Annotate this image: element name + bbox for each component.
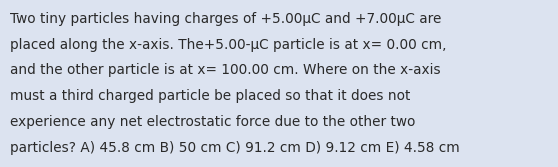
Text: Two tiny particles having charges of +5.00μC and +7.00μC are: Two tiny particles having charges of +5.… — [10, 12, 441, 26]
Text: and the other particle is at x= 100.00 cm. Where on the x-axis: and the other particle is at x= 100.00 c… — [10, 63, 441, 77]
Text: experience any net electrostatic force due to the other two: experience any net electrostatic force d… — [10, 115, 415, 129]
Text: particles? A) 45.8 cm B) 50 cm C) 91.2 cm D) 9.12 cm E) 4.58 cm: particles? A) 45.8 cm B) 50 cm C) 91.2 c… — [10, 141, 460, 155]
Text: placed along the x-axis. The+5.00-μC particle is at x= 0.00 cm,: placed along the x-axis. The+5.00-μC par… — [10, 38, 446, 52]
Text: must a third charged particle be placed so that it does not: must a third charged particle be placed … — [10, 89, 411, 103]
